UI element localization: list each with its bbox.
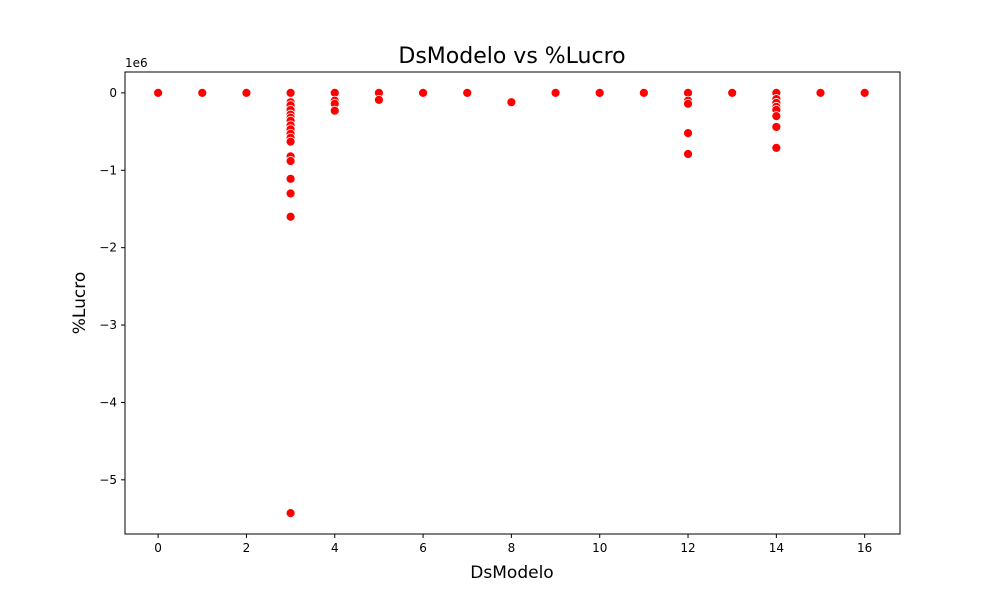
data-point — [285, 188, 296, 199]
x-tick-label: 2 — [243, 541, 251, 555]
data-point — [285, 156, 296, 166]
data-point — [771, 122, 782, 132]
data-point — [594, 87, 605, 98]
data-points — [153, 87, 870, 519]
x-tick-label: 16 — [857, 541, 872, 555]
plot-area — [124, 71, 901, 535]
data-point — [506, 97, 517, 108]
y-tick-label: −4 — [99, 395, 117, 409]
y-axis-label: %Lucro — [70, 272, 90, 334]
x-axis-label: DsModelo — [470, 563, 553, 583]
data-point — [374, 94, 384, 105]
x-axis: 0 2 4 6 8 10 12 14 16 — [154, 534, 872, 555]
data-point — [285, 173, 296, 184]
data-point — [550, 87, 561, 98]
data-point — [285, 136, 296, 147]
data-point — [727, 87, 738, 98]
data-point — [683, 149, 693, 159]
y-tick-label: 0 — [109, 86, 117, 100]
data-point — [241, 87, 252, 98]
y-offset-label: 1e6 — [125, 56, 148, 70]
data-point — [197, 87, 208, 98]
data-point — [418, 87, 428, 98]
data-point — [462, 87, 473, 98]
x-tick-label: 8 — [508, 541, 516, 555]
y-tick-label: −1 — [99, 163, 117, 177]
data-point — [683, 98, 693, 109]
data-point — [638, 87, 649, 98]
data-point — [285, 508, 296, 519]
x-tick-label: 10 — [592, 541, 607, 555]
y-tick-label: −2 — [99, 241, 117, 255]
y-tick-label: −5 — [99, 473, 117, 487]
data-point — [285, 87, 296, 98]
y-tick-label: −3 — [99, 318, 117, 332]
data-point — [771, 142, 782, 153]
x-tick-label: 6 — [419, 541, 427, 555]
y-axis: 0 −1 −2 −3 −4 −5 — [99, 86, 125, 487]
x-tick-label: 12 — [680, 541, 695, 555]
data-point — [153, 87, 164, 98]
data-point — [683, 128, 693, 139]
x-tick-label: 0 — [154, 541, 162, 555]
x-tick-label: 4 — [331, 541, 339, 555]
x-tick-label: 14 — [769, 541, 784, 555]
chart-title: DsModelo vs %Lucro — [398, 44, 625, 69]
data-point — [285, 211, 296, 222]
data-point — [329, 105, 340, 116]
data-point — [859, 87, 870, 98]
data-point — [771, 111, 782, 122]
data-point — [815, 87, 826, 98]
